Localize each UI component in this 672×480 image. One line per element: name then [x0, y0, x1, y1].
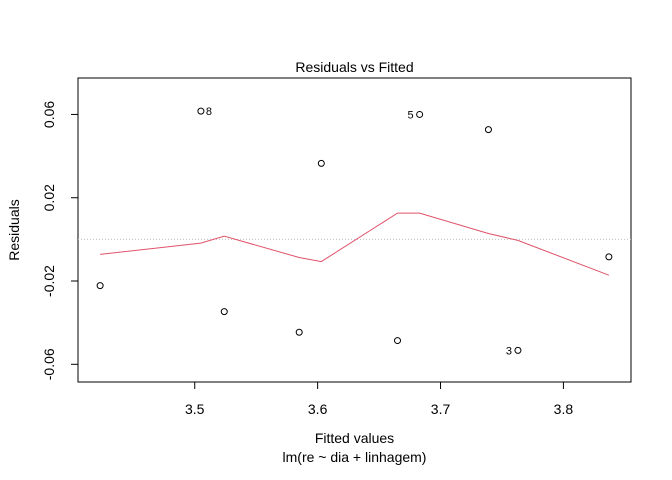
x-tick-label: 3.8	[554, 401, 574, 417]
data-point	[514, 346, 522, 354]
point-label: 3	[506, 345, 512, 357]
chart-title: Residuals vs Fitted	[295, 59, 413, 75]
y-tick-label: 0.06	[41, 101, 57, 128]
y-tick-label: -0.06	[41, 348, 57, 380]
data-points: 8 5 3	[96, 106, 613, 357]
x-axis: 3.5 3.6 3.7 3.8	[185, 381, 574, 417]
y-tick-label: -0.02	[41, 265, 57, 297]
y-axis-label: Residuals	[6, 199, 22, 260]
data-point	[197, 107, 205, 115]
y-tick-label: 0.02	[41, 184, 57, 211]
data-point	[295, 328, 303, 336]
data-point	[416, 110, 424, 118]
x-tick-label: 3.6	[308, 401, 328, 417]
data-point	[317, 159, 325, 167]
point-label: 8	[206, 106, 212, 118]
data-point	[394, 337, 402, 345]
x-axis-label: Fitted values	[315, 430, 394, 446]
point-label: 5	[408, 109, 414, 121]
smooth-line	[100, 212, 610, 276]
x-tick-label: 3.5	[185, 401, 205, 417]
data-point	[96, 282, 104, 290]
x-tick-label: 3.7	[431, 401, 451, 417]
data-point	[484, 126, 492, 134]
x-axis-subtitle: lm(re ~ dia + linhagem)	[283, 449, 427, 465]
data-point	[220, 308, 228, 316]
data-point	[605, 253, 613, 261]
smooth-line-group	[100, 212, 610, 276]
